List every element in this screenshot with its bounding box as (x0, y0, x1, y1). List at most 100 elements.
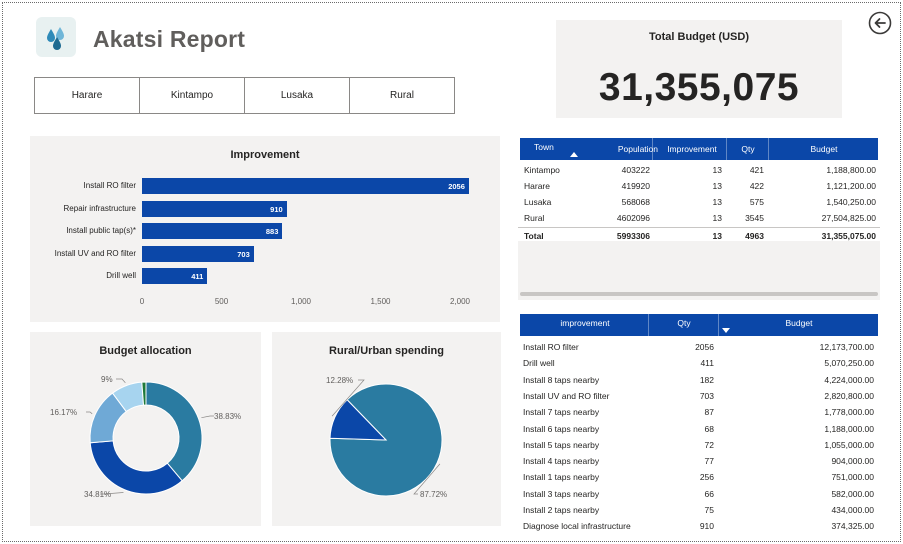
slice-data-label: 87.72% (420, 490, 447, 499)
table-row[interactable]: Install 4 taps nearby 77 904,000.00 (518, 453, 880, 469)
x-axis-tick-label: 500 (214, 297, 229, 306)
slicer-button-rural[interactable]: Rural (349, 77, 455, 114)
bar-3[interactable] (142, 245, 254, 262)
page-title: Akatsi Report (93, 26, 246, 52)
table-cell: 575 (749, 197, 764, 207)
table-cell: Install 8 taps nearby (523, 374, 600, 385)
sort-descending-icon[interactable] (722, 328, 730, 333)
sort-ascending-icon[interactable] (570, 152, 578, 157)
horizontal-scrollbar[interactable] (520, 292, 878, 296)
table-header: improvement Qty Budget (520, 314, 878, 336)
kpi-label: Total Budget (USD) (648, 31, 749, 43)
slicer-button-harare[interactable]: Harare (34, 77, 140, 114)
table-row[interactable]: Install 8 taps nearby 182 4,224,000.00 (518, 372, 880, 388)
bar-2[interactable] (142, 223, 283, 239)
table-row[interactable]: Kintampo 403222 13 421 1,188,800.00 (518, 162, 880, 178)
table-row[interactable]: Install 2 taps nearby 75 434,000.00 (518, 502, 880, 518)
bar-category-label: Install public tap(s)* (66, 226, 136, 235)
slice-data-label: 9% (101, 375, 113, 384)
column-header-improvement[interactable]: Improvement (667, 144, 717, 154)
table-cell: 403222 (621, 165, 650, 175)
table-cell: 2,820,800.00 (824, 390, 874, 401)
table-cell: 1,188,800.00 (826, 165, 876, 175)
table-cell: Kintampo (524, 165, 560, 175)
slice-data-label: 38.83% (214, 412, 241, 421)
column-header-improvement[interactable]: improvement (560, 318, 610, 328)
bar-value-label: 910 (270, 204, 283, 214)
table-row[interactable]: Install 6 taps nearby 68 1,188,000.00 (518, 421, 880, 437)
table-cell: 182 (699, 374, 714, 385)
table-row[interactable]: Install RO filter 2056 12,173,700.00 (518, 339, 880, 355)
bar-4[interactable] (142, 268, 208, 284)
column-header-town[interactable]: Town (534, 142, 554, 152)
table-cell: Install 6 taps nearby (523, 423, 600, 434)
table-cell: 4,224,000.00 (824, 374, 874, 385)
column-header-budget[interactable]: Budget (810, 144, 838, 154)
column-separator (718, 314, 719, 336)
slicer-button-lusaka[interactable]: Lusaka (244, 77, 350, 114)
pie-slice-4[interactable] (141, 381, 147, 406)
budget-allocation-chart: Budget allocation 38.83% 34.81% 16.17% 9% (30, 332, 261, 526)
slice-data-label: 12.28% (326, 376, 353, 385)
pie-slice-0[interactable] (145, 381, 203, 482)
table-cell: Install 4 taps nearby (523, 456, 600, 467)
water-drops-icon (36, 17, 76, 57)
x-axis-tick-label: 1,000 (290, 297, 312, 306)
table-cell: 1,540,250.00 (826, 197, 876, 207)
x-axis-tick-label: 0 (139, 297, 145, 306)
table-row[interactable]: Diagnose local infrastructure 910 374,325.… (518, 518, 880, 534)
slicer-button-kintampo[interactable]: Kintampo (139, 77, 245, 114)
table-cell: 77 (704, 456, 714, 467)
slice-data-label: 16.17% (50, 408, 77, 417)
column-header-population[interactable]: Population (617, 144, 658, 154)
table-cell: Install 3 taps nearby (523, 488, 600, 499)
table-row[interactable]: Install 3 taps nearby 66 582,000.00 (518, 486, 880, 502)
chart-title: Budget allocation (99, 345, 192, 357)
chart-title: Improvement (230, 149, 300, 161)
bar-value-label: 411 (191, 272, 204, 281)
table-cell: 1,121,200.00 (826, 181, 876, 191)
table-cell: 13 (712, 165, 722, 175)
pie-slice-1[interactable] (89, 440, 183, 495)
table-cell: 568068 (621, 197, 650, 207)
table-cell: 3545 (745, 213, 764, 223)
table-cell: 904,000.00 (831, 456, 874, 467)
table-row[interactable]: Install 5 taps nearby 72 1,055,000.00 (518, 437, 880, 453)
column-header-qty[interactable]: Qty (741, 144, 755, 154)
table-cell: 75 (704, 505, 714, 515)
table-cell: 13 (712, 213, 722, 223)
bar-1[interactable] (142, 200, 287, 217)
back-arrow-icon[interactable] (867, 10, 893, 36)
table-cell: 1,055,000.00 (824, 439, 874, 450)
table-row[interactable]: Install 7 taps nearby 87 1,778,000.00 (518, 404, 880, 420)
table-row[interactable]: Rural 4602096 13 3545 27,504,825.00 (518, 210, 880, 226)
table-row[interactable]: Harare 419920 13 422 1,121,200.00 (518, 178, 880, 194)
column-header-qty[interactable]: Qty (677, 318, 691, 328)
column-separator (652, 138, 653, 160)
table-cell: 72 (704, 439, 714, 450)
total-cell: 5993306 (616, 231, 650, 241)
table-cell: 422 (749, 181, 764, 191)
table-cell: Install 1 taps nearby (523, 472, 600, 483)
table-row[interactable]: Install 1 taps nearby 256 751,000.00 (518, 469, 880, 485)
table-cell: Diagnose local infrastructure (523, 521, 631, 532)
table-cell: 66 (704, 488, 714, 499)
table-cell: Install 5 taps nearby (523, 439, 600, 450)
table-cell: 13 (712, 181, 722, 191)
pie-slice-1[interactable] (329, 399, 388, 441)
column-separator (648, 314, 649, 336)
total-cell: 13 (712, 231, 722, 241)
table-row[interactable]: Drill well 411 5,070,250.00 (518, 355, 880, 371)
table-row[interactable]: Lusaka 568068 13 575 1,540,250.00 (518, 194, 880, 210)
table-cell: Harare (524, 181, 550, 191)
table-cell: 4602096 (616, 213, 650, 223)
column-header-budget[interactable]: Budget (785, 318, 813, 328)
total-cell: Total (524, 231, 544, 241)
bar-0[interactable] (142, 178, 469, 194)
table-total-row: Total 5993306 13 4963 31,355,075.00 (518, 227, 880, 243)
table-row[interactable]: Install UV and RO filter 703 2,820,800.00 (518, 388, 880, 404)
chart-title: Rural/Urban spending (329, 345, 444, 357)
table-cell: 703 (699, 390, 714, 401)
bar-category-label: Install UV and RO filter (54, 248, 136, 258)
